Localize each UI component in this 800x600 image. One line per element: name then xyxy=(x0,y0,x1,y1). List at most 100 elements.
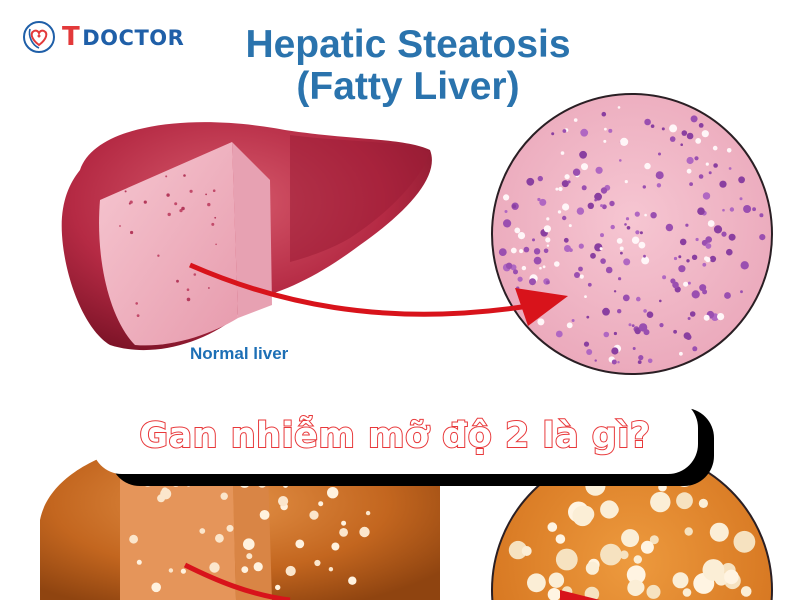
tissue-speckle xyxy=(214,216,217,219)
tissue-speckle xyxy=(193,273,197,276)
tissue-speckle xyxy=(212,189,216,192)
tissue-speckle xyxy=(168,568,174,573)
tissue-speckle xyxy=(713,225,723,234)
tissue-speckle xyxy=(603,139,607,143)
tissue-speckle xyxy=(639,231,643,235)
tissue-speckle xyxy=(513,269,518,275)
tissue-speckle xyxy=(359,526,370,538)
tissue-speckle xyxy=(640,540,654,554)
tissue-speckle xyxy=(634,327,641,335)
tissue-speckle xyxy=(702,192,711,200)
tissue-speckle xyxy=(617,106,621,109)
tissue-speckle xyxy=(610,224,615,230)
tissue-speckle xyxy=(517,232,526,240)
title-line-2: (Fatty Liver) xyxy=(296,65,520,108)
tissue-speckle xyxy=(683,332,691,340)
tissue-speckle xyxy=(680,143,683,146)
normal-liver-lobe xyxy=(290,135,430,262)
tissue-speckle xyxy=(548,572,565,588)
tissue-speckle xyxy=(209,562,220,573)
tissue-speckle xyxy=(166,193,170,197)
tissue-speckle xyxy=(341,520,347,526)
tissue-speckle xyxy=(545,237,551,243)
tissue-speckle xyxy=(683,281,689,287)
tissue-speckle xyxy=(583,341,590,347)
tissue-speckle xyxy=(738,176,745,184)
tissue-speckle xyxy=(514,227,521,234)
logo-name: DOCTOR xyxy=(82,26,185,50)
tissue-speckle xyxy=(708,171,712,175)
tissue-speckle xyxy=(685,223,689,227)
tissue-speckle xyxy=(584,295,587,298)
tissue-speckle xyxy=(701,130,709,138)
tissue-speckle xyxy=(543,248,549,254)
tissue-speckle xyxy=(616,238,623,244)
tissue-speckle xyxy=(659,323,664,328)
tissue-speckle xyxy=(533,248,541,255)
tissue-speckle xyxy=(576,207,585,215)
tissue-speckle xyxy=(563,237,569,243)
tissue-speckle xyxy=(331,542,340,551)
tissue-speckle xyxy=(557,210,562,214)
tissue-speckle xyxy=(739,197,743,201)
tissue-speckle xyxy=(646,584,661,599)
tissue-speckle xyxy=(600,187,608,194)
tissue-speckle xyxy=(644,118,651,126)
tissue-speckle xyxy=(246,553,253,560)
tissue-speckle xyxy=(641,256,650,265)
tissue-speckle xyxy=(136,314,140,317)
tissue-speckle xyxy=(712,145,718,151)
tissue-speckle xyxy=(568,224,572,228)
tissue-speckle xyxy=(726,248,733,256)
tissue-speckle xyxy=(555,187,559,191)
tissue-speckle xyxy=(555,330,563,338)
tissue-speckle xyxy=(186,297,191,302)
tissue-speckle xyxy=(215,243,217,246)
tissue-speckle xyxy=(176,279,179,283)
tissue-speckle xyxy=(569,248,573,253)
tissue-speckle xyxy=(650,212,657,219)
tissue-speckle xyxy=(600,258,606,264)
tissue-speckle xyxy=(642,185,646,189)
tissue-speckle xyxy=(551,132,555,136)
tissue-speckle xyxy=(503,219,512,228)
tissue-speckle xyxy=(571,319,575,322)
tissue-speckle xyxy=(594,359,597,362)
tissue-speckle xyxy=(339,528,348,537)
tissue-speckle xyxy=(119,225,121,227)
tissue-speckle xyxy=(705,236,712,243)
tissue-speckle xyxy=(318,501,324,507)
tissue-speckle xyxy=(617,361,620,364)
tissue-speckle xyxy=(365,510,371,516)
tissue-speckle xyxy=(580,128,589,137)
tissue-speckle xyxy=(624,180,628,184)
tissue-speckle xyxy=(527,573,546,593)
tissue-speckle xyxy=(558,186,563,192)
tissue-speckle xyxy=(605,266,613,274)
tissue-speckle xyxy=(707,220,715,227)
tissue-speckle xyxy=(278,496,289,507)
tissue-speckle xyxy=(564,174,570,180)
tissue-speckle xyxy=(594,198,597,202)
title-banner: Gan nhiễm mỡ độ 2 là gì? xyxy=(92,398,698,474)
tissue-speckle xyxy=(220,492,228,500)
tissue-speckle xyxy=(135,302,138,305)
tissue-speckle xyxy=(174,202,178,206)
tissue-speckle xyxy=(634,211,640,217)
tissue-speckle xyxy=(672,281,679,289)
arrow-to-magnified-fatty xyxy=(183,562,291,600)
tissue-speckle xyxy=(630,580,645,595)
tissue-speckle xyxy=(678,265,686,273)
illustration-title: Hepatic Steatosis (Fatty Liver) xyxy=(228,24,588,108)
tissue-speckle xyxy=(646,311,654,319)
tissue-speckle xyxy=(537,175,543,182)
tissue-speckle xyxy=(207,202,211,207)
tissue-speckle xyxy=(631,236,640,244)
logo[interactable]: T DOCTOR xyxy=(22,20,184,54)
tissue-speckle xyxy=(555,534,566,544)
tissue-speckle xyxy=(601,111,607,117)
tissue-speckle xyxy=(740,290,743,294)
tissue-speckle xyxy=(759,213,764,218)
tissue-speckle xyxy=(180,568,186,574)
tissue-speckle xyxy=(632,347,636,350)
